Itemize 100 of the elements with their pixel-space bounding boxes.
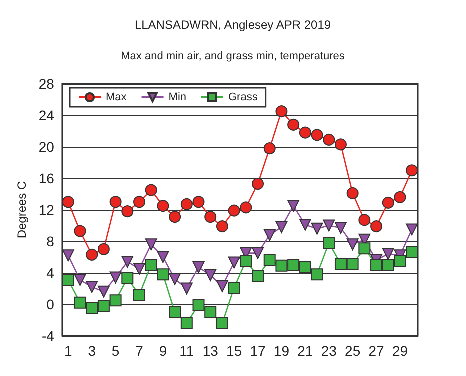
chart-subtitle: Max and min air, and grass min, temperatures: [121, 50, 346, 62]
point: [204, 306, 217, 318]
x-tick-label: 21: [298, 343, 314, 359]
point: [122, 206, 134, 218]
point: [74, 274, 86, 286]
point: [382, 248, 394, 260]
x-tick-label: 25: [345, 343, 361, 359]
point: [346, 238, 359, 251]
point: [62, 274, 74, 286]
point: [134, 196, 146, 208]
point: [134, 289, 146, 302]
point: [299, 261, 312, 274]
point: [394, 191, 406, 204]
point: [406, 224, 418, 236]
x-tick-label: 9: [159, 343, 168, 359]
y-tick-label: 12: [38, 202, 55, 218]
point: [192, 299, 205, 312]
point: [252, 270, 264, 282]
x-tick-label: 19: [274, 343, 290, 359]
x-tick-label: 27: [368, 343, 385, 359]
point: [169, 306, 182, 318]
point: [204, 211, 217, 224]
y-tick-label: 24: [38, 108, 55, 124]
x-tick-label: 29: [392, 343, 408, 359]
point: [145, 184, 158, 196]
point: [216, 317, 228, 330]
point: [276, 221, 288, 234]
x-tick-label: 5: [112, 343, 120, 359]
point: [323, 237, 336, 250]
point: [406, 164, 418, 177]
point: [86, 248, 98, 261]
point: [358, 242, 371, 255]
point: [323, 134, 336, 146]
point: [264, 229, 276, 242]
x-tick-label: 1: [64, 343, 72, 359]
y-tick-label: 20: [38, 139, 55, 155]
point: [98, 243, 110, 256]
point: [134, 263, 146, 276]
point: [98, 300, 110, 312]
point: [62, 250, 74, 262]
x-tick-label: 17: [250, 343, 266, 359]
point: [311, 268, 324, 281]
y-tick-label: 28: [38, 76, 55, 92]
point: [110, 294, 122, 307]
point: [240, 202, 252, 214]
point: [228, 256, 240, 269]
point: [299, 126, 312, 139]
point: [157, 251, 170, 264]
point: [299, 218, 312, 231]
point: [252, 247, 264, 260]
point: [62, 196, 74, 208]
point: [370, 259, 383, 272]
point: [370, 220, 383, 233]
point: [276, 106, 288, 118]
x-tick-label: 3: [88, 343, 96, 359]
point: [192, 196, 205, 208]
point: [394, 255, 406, 268]
point: [180, 282, 193, 295]
point: [346, 187, 359, 200]
point: [157, 200, 170, 212]
x-tick-label: 7: [136, 343, 144, 359]
legend-label: Grass: [228, 92, 258, 104]
point: [288, 259, 300, 272]
x-tick-label: 13: [202, 343, 219, 359]
legend-label: Min: [168, 92, 187, 104]
point: [180, 198, 193, 210]
point: [264, 142, 276, 155]
point: [169, 211, 182, 224]
point: [276, 260, 288, 272]
legend-label: Max: [106, 92, 128, 104]
point: [323, 220, 336, 232]
y-tick-label: -4: [42, 328, 55, 344]
point: [110, 196, 122, 208]
point: [192, 261, 205, 274]
point: [98, 286, 110, 298]
point: [334, 222, 347, 234]
point: [346, 258, 359, 270]
point: [145, 238, 158, 251]
x-tick-label: 11: [180, 343, 194, 359]
point: [169, 273, 182, 286]
y-tick-label: 8: [46, 234, 55, 250]
point: [382, 196, 394, 209]
point: [240, 255, 252, 268]
point: [122, 256, 134, 268]
point: [204, 269, 217, 282]
point: [180, 317, 193, 330]
chart-title: LLANSADWRN, Anglesey APR 2019: [134, 18, 332, 32]
y-tick-label: 16: [38, 170, 55, 186]
point: [264, 254, 276, 266]
point: [228, 282, 240, 294]
point: [288, 118, 300, 131]
point: [74, 225, 86, 238]
x-tick-label: 15: [226, 343, 242, 359]
point: [334, 258, 347, 270]
point: [228, 204, 240, 217]
point: [252, 178, 264, 190]
point: [311, 129, 324, 142]
point: [122, 272, 134, 285]
point: [216, 280, 228, 292]
point: [216, 220, 228, 233]
